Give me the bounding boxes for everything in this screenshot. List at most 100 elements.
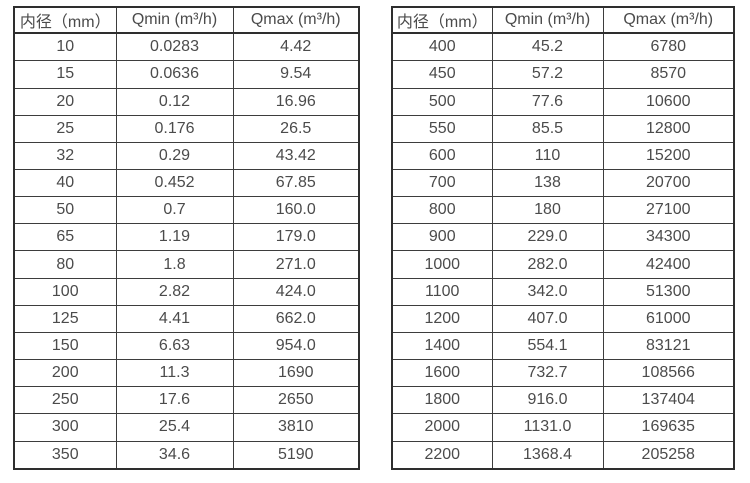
table-cell: 1800 <box>391 386 493 415</box>
table-row: 450 57.2 8570 <box>391 60 735 89</box>
table-cell: 500 <box>391 87 493 116</box>
table-body: 10 0.0283 4.42 15 0.0636 9.54 20 0.12 16.96 25 0.1… <box>13 32 360 470</box>
table-cell: 110 <box>491 141 604 171</box>
table-cell: 229.0 <box>491 223 604 252</box>
table-cell: 1131.0 <box>491 413 604 442</box>
table-cell: 205258 <box>602 440 735 470</box>
table-cell: 407.0 <box>491 304 604 333</box>
table-row: 150 6.63 954.0 <box>13 331 360 361</box>
table-cell: 1690 <box>232 359 360 388</box>
table-cell: 350 <box>13 440 117 470</box>
table-cell: 180 <box>491 196 604 225</box>
table-row: 1100 342.0 51300 <box>391 277 735 306</box>
table-cell: 8570 <box>602 60 735 89</box>
table-cell: 15200 <box>602 141 735 171</box>
table-cell: 45.2 <box>491 32 604 62</box>
table-cell: 0.12 <box>115 87 234 116</box>
table-row: 700 138 20700 <box>391 168 735 198</box>
table-cell: 6.63 <box>115 331 234 361</box>
header-cell: Qmax (m³/h) <box>602 6 735 34</box>
table-cell: 1600 <box>391 359 493 388</box>
table-row: 300 25.4 3810 <box>13 413 360 442</box>
table-cell: 0.0636 <box>115 60 234 89</box>
header-cell: 内径（mm） <box>13 6 117 34</box>
table-cell: 150 <box>13 331 117 361</box>
table-cell: 5190 <box>232 440 360 470</box>
table-cell: 2200 <box>391 440 493 470</box>
table-cell: 2000 <box>391 413 493 442</box>
table-cell: 83121 <box>602 331 735 361</box>
table-cell: 550 <box>391 114 493 143</box>
table-row: 1800 916.0 137404 <box>391 386 735 415</box>
table-row: 600 110 15200 <box>391 141 735 171</box>
table-cell: 27100 <box>602 196 735 225</box>
table-cell: 800 <box>391 196 493 225</box>
table-cell: 34.6 <box>115 440 234 470</box>
table-row: 350 34.6 5190 <box>13 440 360 470</box>
table-row: 15 0.0636 9.54 <box>13 60 360 89</box>
table-cell: 17.6 <box>115 386 234 415</box>
table-row: 500 77.6 10600 <box>391 87 735 116</box>
table-cell: 85.5 <box>491 114 604 143</box>
table-cell: 554.1 <box>491 331 604 361</box>
table-cell: 282.0 <box>491 250 604 279</box>
table-row: 20 0.12 16.96 <box>13 87 360 116</box>
table-cell: 108566 <box>602 359 735 388</box>
table-cell: 1368.4 <box>491 440 604 470</box>
table-cell: 6780 <box>602 32 735 62</box>
table-cell: 424.0 <box>232 277 360 306</box>
table-cell: 67.85 <box>232 168 360 198</box>
table-cell: 125 <box>13 304 117 333</box>
table-cell: 138 <box>491 168 604 198</box>
header-row: 内径（mm） Qmin (m³/h) Qmax (m³/h) <box>391 6 735 34</box>
table-cell: 662.0 <box>232 304 360 333</box>
table-cell: 0.7 <box>115 196 234 225</box>
table-cell: 169635 <box>602 413 735 442</box>
table-cell: 10600 <box>602 87 735 116</box>
table-cell: 9.54 <box>232 60 360 89</box>
header-cell: Qmin (m³/h) <box>115 6 234 34</box>
table-cell: 4.42 <box>232 32 360 62</box>
table-row: 100 2.82 424.0 <box>13 277 360 306</box>
table-cell: 954.0 <box>232 331 360 361</box>
header-row: 内径（mm） Qmin (m³/h) Qmax (m³/h) <box>13 6 360 34</box>
table-cell: 50 <box>13 196 117 225</box>
table-row: 2200 1368.4 205258 <box>391 440 735 470</box>
table-cell: 61000 <box>602 304 735 333</box>
table-cell: 25 <box>13 114 117 143</box>
table-row: 25 0.176 26.5 <box>13 114 360 143</box>
table-cell: 700 <box>391 168 493 198</box>
table-row: 400 45.2 6780 <box>391 32 735 62</box>
table-cell: 1.19 <box>115 223 234 252</box>
table-cell: 342.0 <box>491 277 604 306</box>
table-cell: 160.0 <box>232 196 360 225</box>
header-cell: 内径（mm） <box>391 6 493 34</box>
table-cell: 450 <box>391 60 493 89</box>
table-cell: 32 <box>13 141 117 171</box>
table-header-row: 内径（mm） Qmin (m³/h) Qmax (m³/h) <box>13 6 360 34</box>
table-cell: 25.4 <box>115 413 234 442</box>
table-cell: 900 <box>391 223 493 252</box>
table-cell: 15 <box>13 60 117 89</box>
header-cell: Qmax (m³/h) <box>232 6 360 34</box>
table-cell: 0.0283 <box>115 32 234 62</box>
flow-spec-table-left: 内径（mm） Qmin (m³/h) Qmax (m³/h) 10 0.0283 4.4… <box>13 6 360 470</box>
table-row: 250 17.6 2650 <box>13 386 360 415</box>
table-cell: 1100 <box>391 277 493 306</box>
table-row: 80 1.8 271.0 <box>13 250 360 279</box>
table-row: 1400 554.1 83121 <box>391 331 735 361</box>
table-cell: 40 <box>13 168 117 198</box>
table-cell: 77.6 <box>491 87 604 116</box>
table-header-row: 内径（mm） Qmin (m³/h) Qmax (m³/h) <box>391 6 735 34</box>
table-row: 800 180 27100 <box>391 196 735 225</box>
flow-spec-table-right: 内径（mm） Qmin (m³/h) Qmax (m³/h) 400 45.2 6780… <box>391 6 735 470</box>
table-cell: 1000 <box>391 250 493 279</box>
table-cell: 1400 <box>391 331 493 361</box>
table-body: 400 45.2 6780 450 57.2 8570 500 77.6 10600 550 85.… <box>391 32 735 470</box>
table-cell: 20 <box>13 87 117 116</box>
table-cell: 916.0 <box>491 386 604 415</box>
table-row: 1200 407.0 61000 <box>391 304 735 333</box>
table-row: 1000 282.0 42400 <box>391 250 735 279</box>
table-cell: 3810 <box>232 413 360 442</box>
